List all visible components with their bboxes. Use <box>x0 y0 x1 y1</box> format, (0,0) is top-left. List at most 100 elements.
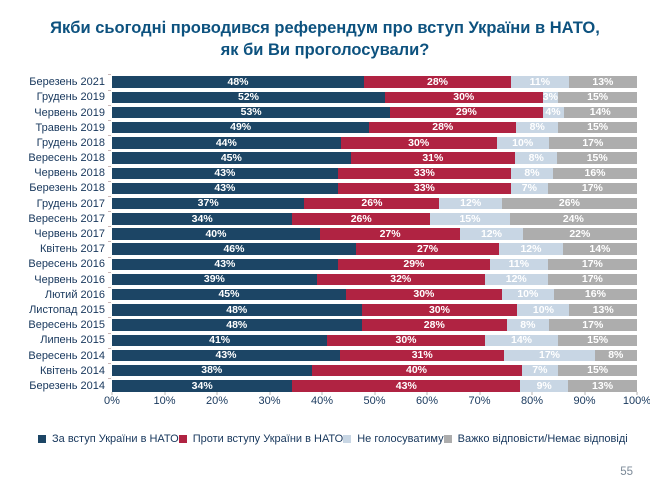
bar-segment: 12% <box>439 197 502 210</box>
bar-value-label: 31% <box>411 349 433 362</box>
chart-row: Червень 2018 43% 33% 8% 16% <box>8 165 637 181</box>
bar-value-label: 43% <box>214 258 236 271</box>
bar-segment: 30% <box>361 303 518 316</box>
chart-row: Вересень 2018 45% 31% 8% 15% <box>8 150 637 165</box>
bar-value-label: 13% <box>592 379 614 392</box>
chart-row: Червень 2017 40% 27% 12% 22% <box>8 226 637 241</box>
bar-value-label: 17% <box>581 182 603 195</box>
category-label: Липень 2015 <box>40 334 105 347</box>
bar-segment: 40% <box>311 364 522 377</box>
bar-segment: 34% <box>112 213 293 225</box>
bar-segment: 45% <box>112 288 346 301</box>
bar-segment: 13% <box>568 76 637 88</box>
bar-track: 49% 28% 8% 15% <box>108 119 637 134</box>
bar-track: 53% 29% 4% 14% <box>108 104 637 119</box>
bar-segment: 30% <box>385 91 543 103</box>
bar-track: 41% 30% 14% 15% <box>108 332 637 346</box>
bar-segment: 31% <box>340 349 505 362</box>
category-label: Листопад 2015 <box>29 303 105 316</box>
bar-segment: 17% <box>547 273 637 286</box>
chart-row: Грудень 2017 37% 26% 12% 26% <box>8 195 638 211</box>
bar-segment: 30% <box>327 334 485 346</box>
axis-tick-mark <box>374 392 375 396</box>
chart-row: Лютий 2016 45% 30% 10% 16% <box>8 286 637 302</box>
category-label: Квітень 2017 <box>39 243 105 256</box>
axis-tick-mark <box>531 392 533 396</box>
bar-value-label: 38% <box>201 364 223 377</box>
bar-value-label: 30% <box>428 303 450 316</box>
legend-swatch <box>343 435 352 444</box>
bar-segment: 26% <box>501 197 638 210</box>
bar-segment: 29% <box>390 106 543 119</box>
axis-tick-label: 40% <box>310 395 334 408</box>
axis-tick-mark <box>479 392 480 396</box>
bar-value-label: 29% <box>403 258 425 271</box>
category-label: Березень 2021 <box>29 76 105 89</box>
bar-value-label: 30% <box>413 288 435 301</box>
bar-value-label: 26% <box>350 212 372 225</box>
bar-segment: 11% <box>490 258 548 271</box>
bar-segment: 48% <box>112 304 362 316</box>
bar-value-label: 11% <box>508 258 530 271</box>
bar-value-label: 29% <box>455 106 477 119</box>
bar-segment: 7% <box>521 364 559 377</box>
bar-value-label: 52% <box>237 91 259 104</box>
category-label: Грудень 2018 <box>36 136 105 149</box>
bar-segment: 17% <box>547 258 637 271</box>
bar-value-label: 11% <box>529 75 551 88</box>
bar-segment: 33% <box>337 167 511 179</box>
bar-segment: 14% <box>562 243 638 255</box>
bar-value-label: 37% <box>197 197 219 210</box>
bar-value-label: 7% <box>521 182 537 195</box>
bar-segment: 16% <box>553 167 637 179</box>
axis-tick-mark <box>321 392 323 396</box>
bar-segment: 15% <box>558 121 637 134</box>
bar-segment: 17% <box>548 319 637 331</box>
axis-tick-label: 90% <box>573 395 596 408</box>
bar-track: 45% 31% 8% 15% <box>108 150 637 164</box>
bar-track: 43% 31% 17% 8% <box>108 347 637 362</box>
bar-value-label: 40% <box>405 364 427 377</box>
bar-segment: 14% <box>484 334 559 346</box>
bar-value-label: 31% <box>422 151 444 164</box>
bar-value-label: 32% <box>390 273 412 286</box>
bar-segment: 26% <box>304 197 440 210</box>
bar-track: 48% 28% 8% 17% <box>108 317 637 331</box>
axis-tick-label: 20% <box>205 395 229 408</box>
bar-value-label: 8% <box>608 349 624 362</box>
bar-segment: 17% <box>547 182 637 195</box>
bar-value-label: 48% <box>227 75 249 88</box>
bar-value-label: 12% <box>480 227 502 240</box>
legend: За вступ України в НАТО Проти вступу Укра… <box>0 433 650 445</box>
bar-segment: 27% <box>319 228 461 240</box>
bar-value-label: 10% <box>517 288 539 301</box>
chart-title: Якби сьогодні проводився референдум про … <box>0 0 650 62</box>
bar-segment: 32% <box>316 273 485 286</box>
bar-segment: 29% <box>337 258 490 271</box>
chart-title-line2: як би Ви проголосували? <box>220 41 430 60</box>
bar-value-label: 45% <box>218 288 240 301</box>
axis-tick-label: 50% <box>363 395 386 408</box>
bar-value-label: 10% <box>512 136 534 149</box>
category-label: Лютий 2016 <box>44 288 105 301</box>
bar-value-label: 15% <box>587 364 609 377</box>
x-axis: 0% 10% 20% 30% 40% 50% 60% 70% 80% 90% 100% <box>0 392 650 415</box>
bar-segment: 15% <box>558 364 637 377</box>
bar-track: 40% 27% 12% 22% <box>108 226 637 240</box>
bar-value-label: 3% <box>542 91 558 104</box>
bar-segment: 8% <box>515 152 558 164</box>
bar-segment: 12% <box>460 227 523 240</box>
bar-value-label: 10% <box>532 303 554 316</box>
bar-value-label: 15% <box>587 91 609 104</box>
chart-row: Грудень 2018 44% 30% 10% 17% <box>8 135 637 150</box>
bar-segment: 43% <box>112 182 338 195</box>
legend-swatch <box>178 435 187 444</box>
bar-value-label: 46% <box>223 242 245 255</box>
bar-value-label: 39% <box>203 273 225 286</box>
bar-track: 37% 26% 12% 26% <box>108 195 638 210</box>
legend-item: Проти вступу України в НАТО <box>178 433 343 445</box>
bar-segment: 13% <box>569 304 637 316</box>
bar-segment: 37% <box>112 197 305 210</box>
bar-segment: 27% <box>355 243 500 255</box>
legend-item: Важко відповісти/Немає відповіді <box>443 433 628 445</box>
